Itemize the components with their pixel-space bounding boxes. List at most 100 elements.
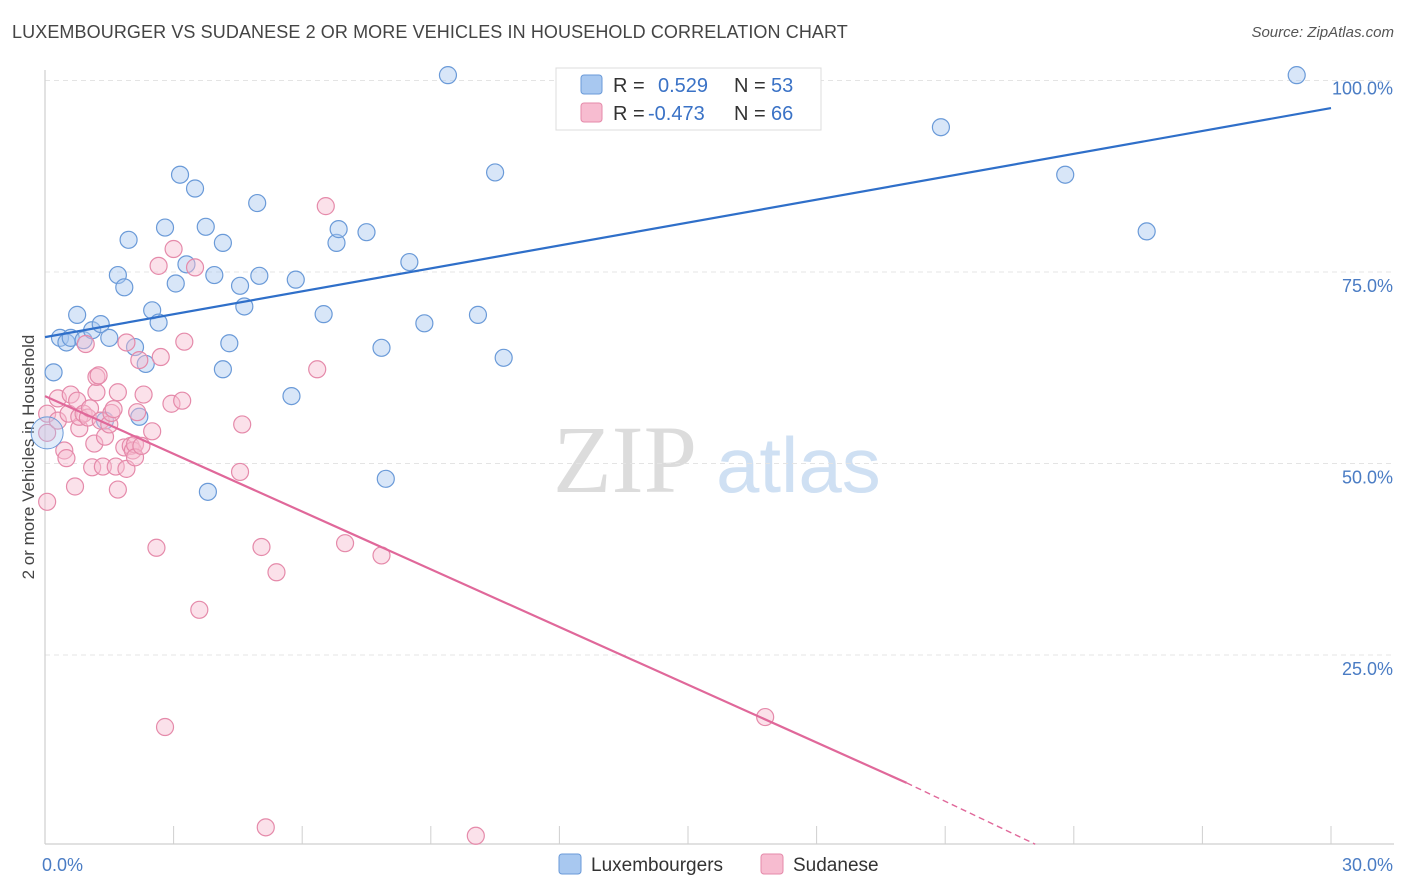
point-luxembourgers-46 bbox=[494, 348, 513, 367]
y-tick-label-75: 75.0% bbox=[1342, 276, 1393, 296]
point-sudanese-18 bbox=[85, 434, 104, 453]
legend-n-label-2: N = bbox=[734, 103, 766, 125]
point-luxembourgers-4 bbox=[68, 305, 87, 324]
point-sudanese-0 bbox=[38, 423, 57, 442]
point-sudanese-55 bbox=[252, 537, 271, 557]
point-sudanese-21 bbox=[89, 366, 108, 385]
point-luxembourgers-50 bbox=[1287, 66, 1306, 85]
trend-line-luxembourgers bbox=[44, 106, 1332, 339]
point-sudanese-23 bbox=[93, 457, 112, 476]
point-luxembourgers-26 bbox=[213, 233, 232, 252]
point-sudanese-56 bbox=[256, 818, 275, 837]
point-sudanese-48 bbox=[164, 239, 183, 259]
point-sudanese-33 bbox=[117, 333, 136, 352]
point-luxembourgers-37 bbox=[329, 220, 348, 239]
point-luxembourgers-8 bbox=[100, 328, 119, 347]
point-luxembourgers-large bbox=[30, 416, 64, 450]
point-sudanese-58 bbox=[308, 360, 327, 379]
bottom-legend-swatch-luxembourgers bbox=[558, 853, 582, 875]
axes bbox=[44, 70, 1394, 845]
point-luxembourgers-49 bbox=[1137, 222, 1156, 241]
point-luxembourgers-23 bbox=[196, 217, 215, 236]
point-sudanese-14 bbox=[76, 334, 95, 354]
point-luxembourgers-29 bbox=[230, 276, 250, 295]
point-sudanese-45 bbox=[151, 347, 170, 367]
point-luxembourgers-47 bbox=[931, 118, 951, 137]
point-luxembourgers-31 bbox=[248, 193, 267, 213]
point-luxembourgers-22 bbox=[185, 179, 205, 198]
watermark-zip: ZIP bbox=[553, 406, 697, 513]
point-luxembourgers-0 bbox=[44, 363, 63, 382]
point-luxembourgers-38 bbox=[357, 223, 376, 242]
point-sudanese-30 bbox=[108, 383, 127, 402]
chart-title: LUXEMBOURGER VS SUDANESE 2 OR MORE VEHIC… bbox=[12, 22, 848, 42]
legend-r-value-1: 0.529 bbox=[658, 75, 708, 97]
point-sudanese-1 bbox=[38, 492, 57, 511]
point-sudanese-53 bbox=[230, 462, 250, 482]
y-tick-label-25: 25.0% bbox=[1342, 659, 1393, 679]
point-sudanese-28 bbox=[106, 457, 125, 476]
legend-n-label-1: N = bbox=[734, 75, 766, 97]
point-luxembourgers-44 bbox=[468, 305, 488, 324]
y-axis-label: 2 or more Vehicles in Household bbox=[19, 335, 38, 580]
point-luxembourgers-25 bbox=[205, 265, 224, 285]
point-luxembourgers-41 bbox=[400, 252, 419, 272]
point-sudanese-47 bbox=[162, 394, 181, 413]
watermark-atlas: atlas bbox=[716, 421, 881, 509]
point-sudanese-44 bbox=[149, 256, 168, 275]
point-sudanese-60 bbox=[335, 534, 355, 553]
point-luxembourgers-33 bbox=[282, 386, 301, 406]
point-sudanese-49 bbox=[173, 391, 192, 410]
point-luxembourgers-19 bbox=[166, 274, 185, 293]
point-sudanese-54 bbox=[233, 415, 252, 434]
y-tick-label-100: 100.0% bbox=[1332, 79, 1393, 99]
point-sudanese-37 bbox=[125, 448, 145, 467]
point-luxembourgers-34 bbox=[286, 270, 305, 289]
legend-swatch-luxembourgers bbox=[580, 74, 603, 95]
bottom-legend-label-sudanese: Sudanese bbox=[793, 855, 879, 876]
point-sudanese-52 bbox=[190, 600, 209, 619]
point-luxembourgers-45 bbox=[486, 163, 505, 182]
point-luxembourgers-32 bbox=[250, 266, 269, 285]
x-tick-label-max: 30.0% bbox=[1342, 855, 1393, 875]
source-label: Source: ZipAtlas.com bbox=[1251, 24, 1394, 41]
legend-r-label-1: R = bbox=[613, 75, 645, 97]
gridlines bbox=[45, 80, 1394, 656]
legend-swatch-sudanese bbox=[580, 102, 603, 123]
point-sudanese-9 bbox=[65, 477, 85, 496]
trend-line-extension-sudanese bbox=[906, 782, 1036, 845]
point-luxembourgers-48 bbox=[1056, 165, 1075, 184]
point-sudanese-6 bbox=[57, 449, 76, 468]
point-sudanese-41 bbox=[134, 385, 153, 404]
point-sudanese-46 bbox=[155, 717, 175, 737]
point-luxembourgers-27 bbox=[213, 360, 232, 379]
point-luxembourgers-20 bbox=[170, 165, 190, 184]
point-luxembourgers-18 bbox=[155, 218, 175, 237]
point-sudanese-51 bbox=[185, 258, 205, 277]
legend-r-label-2: R = bbox=[613, 103, 645, 125]
point-sudanese-2 bbox=[38, 404, 57, 423]
legend-r-value-2: -0.473 bbox=[648, 103, 705, 125]
point-sudanese-27 bbox=[104, 400, 123, 419]
point-luxembourgers-35 bbox=[314, 305, 333, 324]
point-luxembourgers-42 bbox=[415, 314, 434, 333]
data-points bbox=[30, 66, 1306, 845]
point-sudanese-19 bbox=[87, 383, 106, 402]
tick-labels: 25.0% 50.0% 75.0% 100.0% 0.0% 30.0% bbox=[42, 79, 1393, 876]
legend-n-value-1: 53 bbox=[771, 75, 793, 97]
point-sudanese-29 bbox=[108, 480, 127, 499]
x-tick-label-min: 0.0% bbox=[42, 855, 83, 875]
legend-n-value-2: 66 bbox=[771, 103, 793, 125]
point-sudanese-39 bbox=[130, 350, 149, 370]
point-luxembourgers-43 bbox=[438, 66, 458, 85]
bottom-legend-swatch-sudanese bbox=[760, 853, 784, 875]
trend-line-sudanese bbox=[44, 395, 908, 784]
point-sudanese-42 bbox=[143, 422, 162, 441]
point-sudanese-43 bbox=[147, 538, 166, 557]
point-luxembourgers-11 bbox=[115, 278, 134, 297]
point-luxembourgers-12 bbox=[119, 230, 138, 249]
y-tick-label-50: 50.0% bbox=[1342, 468, 1393, 488]
bottom-legend: Luxembourgers Sudanese bbox=[558, 853, 879, 876]
trend-lines bbox=[44, 106, 1332, 845]
